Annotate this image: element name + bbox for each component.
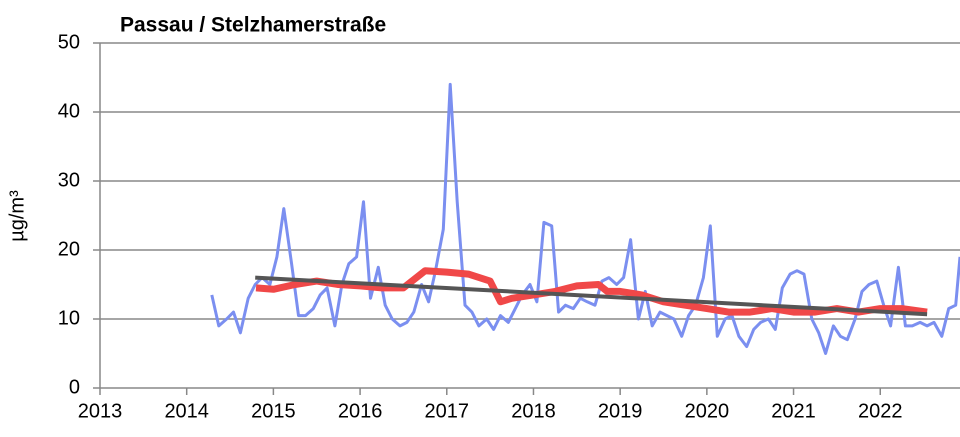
x-tick-label: 2020 <box>685 400 730 422</box>
y-tick-label: 10 <box>58 307 80 329</box>
y-tick-label: 40 <box>58 100 80 122</box>
x-tick-label: 2013 <box>78 400 123 422</box>
x-tick-label: 2016 <box>338 400 383 422</box>
y-tick-label: 20 <box>58 238 80 260</box>
x-tick-label: 2015 <box>251 400 296 422</box>
data-line <box>255 275 928 317</box>
x-tick-label: 2017 <box>425 400 470 422</box>
x-tick-label: 2019 <box>598 400 643 422</box>
y-tick-label: 50 <box>58 31 80 53</box>
y-tick-label: 0 <box>69 376 80 398</box>
x-tick-label: 2014 <box>164 400 209 422</box>
chart-title: Passau / Stelzhamerstraße <box>120 14 386 37</box>
y-tick-label: 30 <box>58 169 80 191</box>
y-axis-label: µg/m³ <box>6 190 28 242</box>
x-tick-label: 2022 <box>858 400 903 422</box>
x-tick-label: 2018 <box>511 400 556 422</box>
x-tick-label: 2021 <box>771 400 816 422</box>
data-line <box>255 267 928 316</box>
data-line <box>210 82 960 355</box>
